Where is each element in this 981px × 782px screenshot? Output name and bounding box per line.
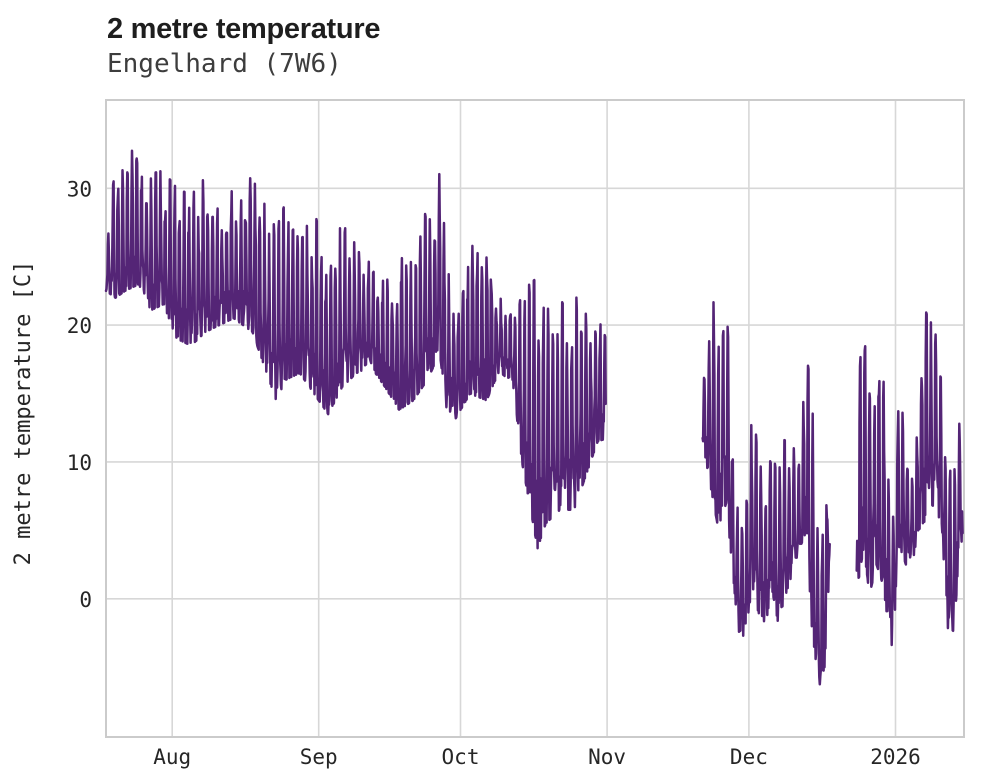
x-tick-label: Sep (300, 745, 338, 769)
x-tick-label: 2026 (870, 745, 921, 769)
x-tick-label: Oct (442, 745, 480, 769)
temperature-series-line (104, 149, 964, 686)
x-tick-label: Aug (153, 745, 191, 769)
x-tick-label: Dec (730, 745, 768, 769)
y-tick-label: 10 (67, 451, 92, 475)
y-tick-label: 30 (67, 177, 92, 201)
plot-border (105, 99, 965, 738)
y-tick-label: 0 (79, 588, 92, 612)
chart-title: 2 metre temperature (107, 13, 381, 45)
y-tick-label: 20 (67, 314, 92, 338)
y-axis-label: 2 metre temperature [C] (11, 261, 36, 566)
x-tick-label: Nov (588, 745, 626, 769)
chart-header: 2 metre temperature Engelhard (7W6) (107, 13, 381, 79)
chart-subtitle: Engelhard (7W6) (107, 49, 342, 79)
